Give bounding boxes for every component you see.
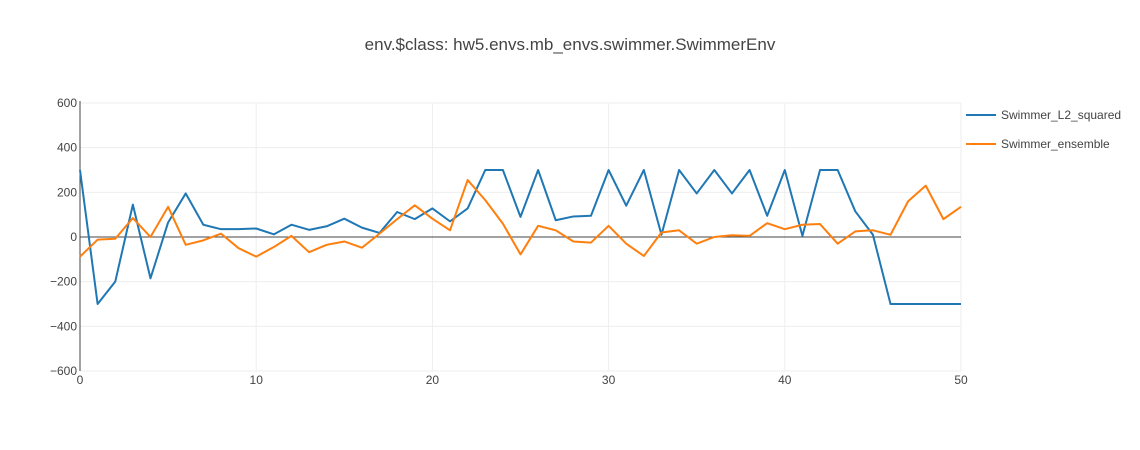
legend-item[interactable]: Swimmer_ensemble bbox=[966, 137, 1110, 151]
x-tick-label: 0 bbox=[77, 373, 84, 387]
legend-item[interactable]: Swimmer_L2_squared bbox=[966, 108, 1121, 122]
legend-label: Swimmer_ensemble bbox=[1001, 137, 1110, 151]
y-tick-label: −600 bbox=[50, 364, 77, 378]
plot-series bbox=[79, 169, 962, 305]
legend[interactable]: Swimmer_L2_squared Swimmer_ensemble bbox=[966, 108, 1121, 151]
x-tick-label: 30 bbox=[602, 373, 616, 387]
x-tick-label: 40 bbox=[778, 373, 792, 387]
y-axis: 600 400 200 0 −200 −400 −600 bbox=[50, 96, 81, 378]
series-line-swimmer-ensemble bbox=[79, 179, 962, 258]
y-tick-label: 600 bbox=[57, 96, 77, 110]
y-tick-label: −400 bbox=[50, 319, 77, 333]
series-line-swimmer-l2-squared bbox=[79, 169, 961, 305]
legend-label: Swimmer_L2_squared bbox=[1001, 108, 1121, 122]
y-tick-label: 0 bbox=[70, 230, 77, 244]
y-tick-label: 400 bbox=[57, 141, 77, 155]
chart-title: env.$class: hw5.envs.mb_envs.swimmer.Swi… bbox=[365, 35, 776, 54]
x-tick-label: 20 bbox=[426, 373, 440, 387]
y-tick-label: 200 bbox=[57, 185, 77, 199]
x-tick-label: 10 bbox=[250, 373, 264, 387]
gridlines bbox=[80, 102, 962, 372]
x-tick-label: 50 bbox=[954, 373, 968, 387]
x-axis: 0 10 20 30 40 50 bbox=[77, 373, 968, 387]
y-tick-label: −200 bbox=[50, 275, 77, 289]
